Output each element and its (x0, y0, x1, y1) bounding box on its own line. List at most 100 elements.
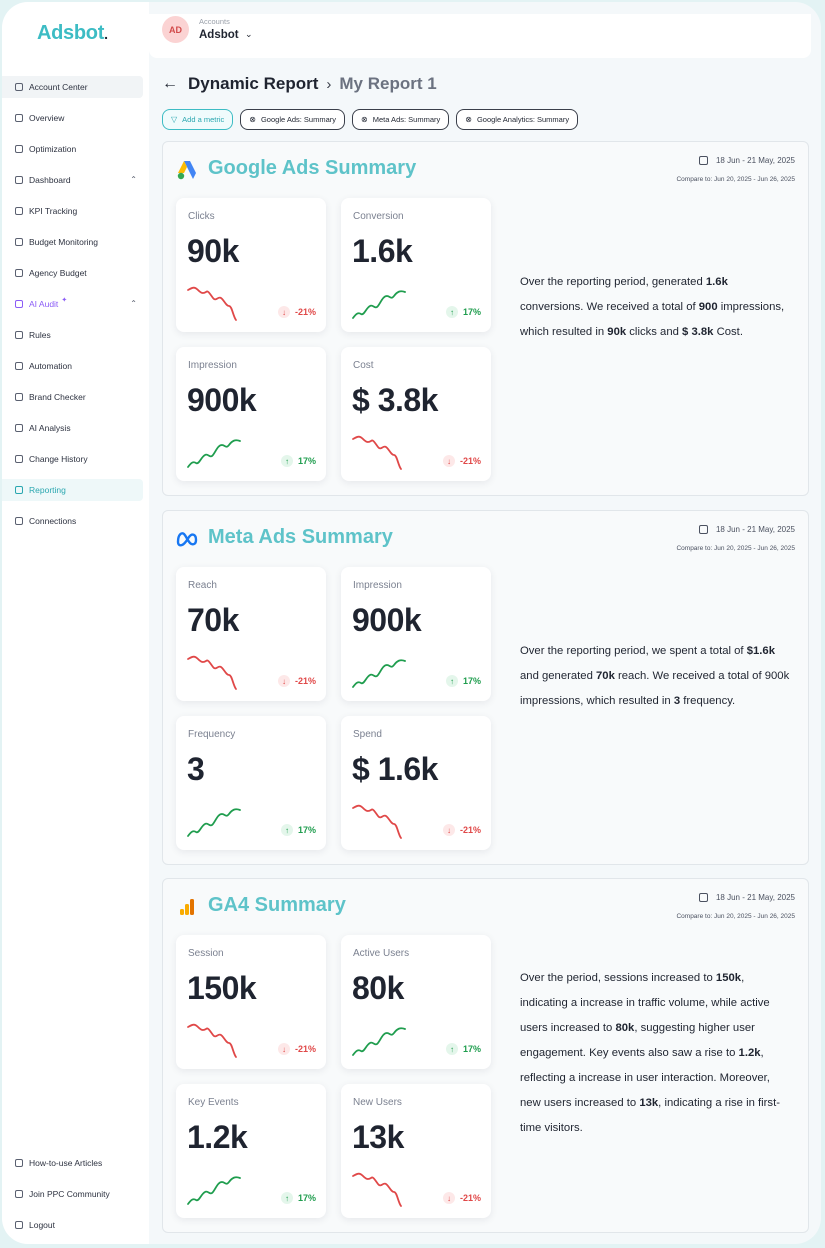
metric-value: 70k (187, 602, 239, 638)
metric-label: Conversion (353, 211, 404, 222)
chip-meta-ads-summary[interactable]: ⊗ Meta Ads: Summary (352, 109, 450, 130)
metric-card-frequency[interactable]: Frequency 3 ↑ 17% (176, 716, 326, 850)
metric-value: 80k (352, 970, 404, 1006)
ga4-logo-icon (176, 896, 198, 918)
arrow-up-icon: ↑ (445, 1043, 458, 1055)
metric-label: Cost (353, 360, 374, 371)
sidebar-item-automation[interactable]: Automation (2, 355, 149, 377)
sidebar-item-kpi-tracking[interactable]: KPI Tracking (2, 200, 149, 222)
history-icon (15, 455, 23, 463)
chip-google-ads-summary[interactable]: ⊗ Google Ads: Summary (240, 109, 346, 130)
change-badge: ↓ -21% (277, 306, 316, 318)
metric-card-spend[interactable]: Spend $ 1.6k ↓ -21% (341, 716, 491, 850)
section-title: Meta Ads Summary (208, 526, 393, 548)
chevron-up-icon[interactable]: ⌃ (130, 175, 137, 184)
sidebar-item-change-history[interactable]: Change History (2, 448, 149, 470)
sidebar-item-dashboard[interactable]: Dashboard ⌃ (2, 169, 149, 191)
chevron-right-icon: › (326, 75, 332, 93)
metric-card-key-events[interactable]: Key Events 1.2k ↑ 17% (176, 1084, 326, 1218)
change-badge: ↑ 17% (280, 1192, 316, 1204)
metric-card-active-users[interactable]: Active Users 80k ↑ 17% (341, 935, 491, 1069)
remove-icon[interactable]: ⊗ (361, 115, 368, 124)
sparkline (352, 804, 402, 839)
arrow-up-icon: ↑ (280, 1192, 293, 1204)
calendar-icon (698, 156, 708, 165)
metric-label: New Users (353, 1097, 402, 1108)
arrow-down-icon: ↓ (277, 306, 290, 318)
gauge-icon (15, 114, 23, 122)
change-badge: ↑ 17% (445, 1043, 481, 1055)
home-icon (15, 83, 23, 91)
sidebar-item-reporting[interactable]: Reporting (2, 479, 143, 501)
chart-icon (15, 207, 23, 215)
sidebar-item-how-to-use-articles[interactable]: How-to-use Articles (2, 1152, 149, 1174)
sparkline (352, 1027, 406, 1056)
report-section-ga4-summary: GA4 Summary 18 Jun - 21 May, 2025 Compare … (162, 878, 809, 1233)
account-label: Accounts (199, 17, 230, 26)
budget-icon (15, 269, 23, 277)
change-badge: ↓ -21% (442, 455, 481, 467)
date-range[interactable]: 18 Jun - 21 May, 2025 (698, 893, 795, 902)
calendar-icon (698, 893, 708, 902)
sparkle-icon: ✦ (61, 297, 68, 304)
sidebar-item-ai-audit[interactable]: AI Audit ✦ ⌃ (2, 293, 149, 315)
chevron-up-icon[interactable]: ⌃ (130, 299, 137, 308)
sidebar-item-overview[interactable]: Overview (2, 107, 149, 129)
sidebar-item-connections[interactable]: Connections (2, 510, 149, 532)
add-metric-button[interactable]: ▽ Add a metric (162, 109, 234, 130)
metric-label: Impression (353, 580, 402, 591)
sidebar-item-label: AI Audit (29, 299, 59, 309)
arrow-down-icon: ↓ (442, 1192, 455, 1204)
metric-card-reach[interactable]: Reach 70k ↓ -21% (176, 567, 326, 701)
metric-card-cost[interactable]: Cost $ 3.8k ↓ -21% (341, 347, 491, 481)
report-section-meta-ads-summary: Meta Ads Summary 18 Jun - 21 May, 2025 Com… (162, 510, 809, 865)
arrow-up-icon: ↑ (280, 455, 293, 467)
wallet-icon (15, 238, 23, 246)
sidebar-bottom-nav: How-to-use Articles Join PPC Community Log… (2, 1152, 149, 1244)
sidebar-item-join-ppc-community[interactable]: Join PPC Community (2, 1183, 149, 1205)
logout-icon (15, 1221, 23, 1229)
back-arrow-icon[interactable]: ← (162, 75, 178, 92)
sparkline (352, 1172, 402, 1207)
sidebar-item-account-center[interactable]: Account Center (2, 76, 143, 98)
sidebar-item-budget-monitoring[interactable]: Budget Monitoring (2, 231, 149, 253)
change-badge: ↑ 17% (280, 455, 316, 467)
metric-label: Impression (188, 360, 237, 371)
dashboard-icon (15, 176, 23, 184)
date-range[interactable]: 18 Jun - 21 May, 2025 (698, 525, 795, 534)
sidebar-item-agency-budget[interactable]: Agency Budget (2, 262, 149, 284)
metric-card-conversion[interactable]: Conversion 1.6k ↑ 17% (341, 198, 491, 332)
filter-icon: ▽ (171, 115, 178, 124)
breadcrumb-parent[interactable]: Dynamic Report (188, 74, 319, 93)
chevron-down-icon[interactable]: ⌄ (245, 29, 253, 39)
date-range[interactable]: 18 Jun - 21 May, 2025 (698, 156, 795, 165)
account-switcher[interactable]: Adsbot (199, 29, 239, 41)
sidebar-item-ai-analysis[interactable]: AI Analysis (2, 417, 149, 439)
sidebar-item-brand-checker[interactable]: Brand Checker (2, 386, 149, 408)
section-title: Google Ads Summary (208, 157, 417, 179)
change-badge: ↑ 17% (280, 824, 316, 836)
metric-card-impression[interactable]: Impression 900k ↑ 17% (176, 347, 326, 481)
sidebar-item-rules[interactable]: Rules (2, 324, 149, 346)
metric-label: Frequency (188, 729, 236, 740)
arrow-up-icon: ↑ (280, 824, 293, 836)
remove-icon[interactable]: ⊗ (249, 115, 256, 124)
sidebar-item-optimization[interactable]: Optimization (2, 138, 149, 160)
metric-card-session[interactable]: Session 150k ↓ -21% (176, 935, 326, 1069)
summary-text: Over the period, sessions increased to 1… (520, 972, 780, 1134)
sidebar-item-label: Overview (29, 113, 65, 123)
sidebar-item-logout[interactable]: Logout (2, 1214, 149, 1236)
metric-card-clicks[interactable]: Clicks 90k ↓ -21% (176, 198, 326, 332)
metric-card-impression[interactable]: Impression 900k ↑ 17% (341, 567, 491, 701)
report-section-google-ads-summary: Google Ads Summary 18 Jun - 21 May, 2025 C… (162, 141, 809, 496)
brand-logo[interactable]: Adsbot. (37, 22, 108, 44)
remove-icon[interactable]: ⊗ (465, 115, 472, 124)
avatar[interactable]: AD (162, 16, 189, 43)
sparkline (352, 659, 406, 688)
sidebar-item-label: Join PPC Community (29, 1189, 110, 1199)
metric-card-new-users[interactable]: New Users 13k ↓ -21% (341, 1084, 491, 1218)
sidebar-item-label: Brand Checker (29, 392, 86, 402)
metric-value: 1.2k (187, 1119, 248, 1155)
change-badge: ↓ -21% (442, 824, 481, 836)
chip-google-analytics-summary[interactable]: ⊗ Google Analytics: Summary (456, 109, 579, 130)
